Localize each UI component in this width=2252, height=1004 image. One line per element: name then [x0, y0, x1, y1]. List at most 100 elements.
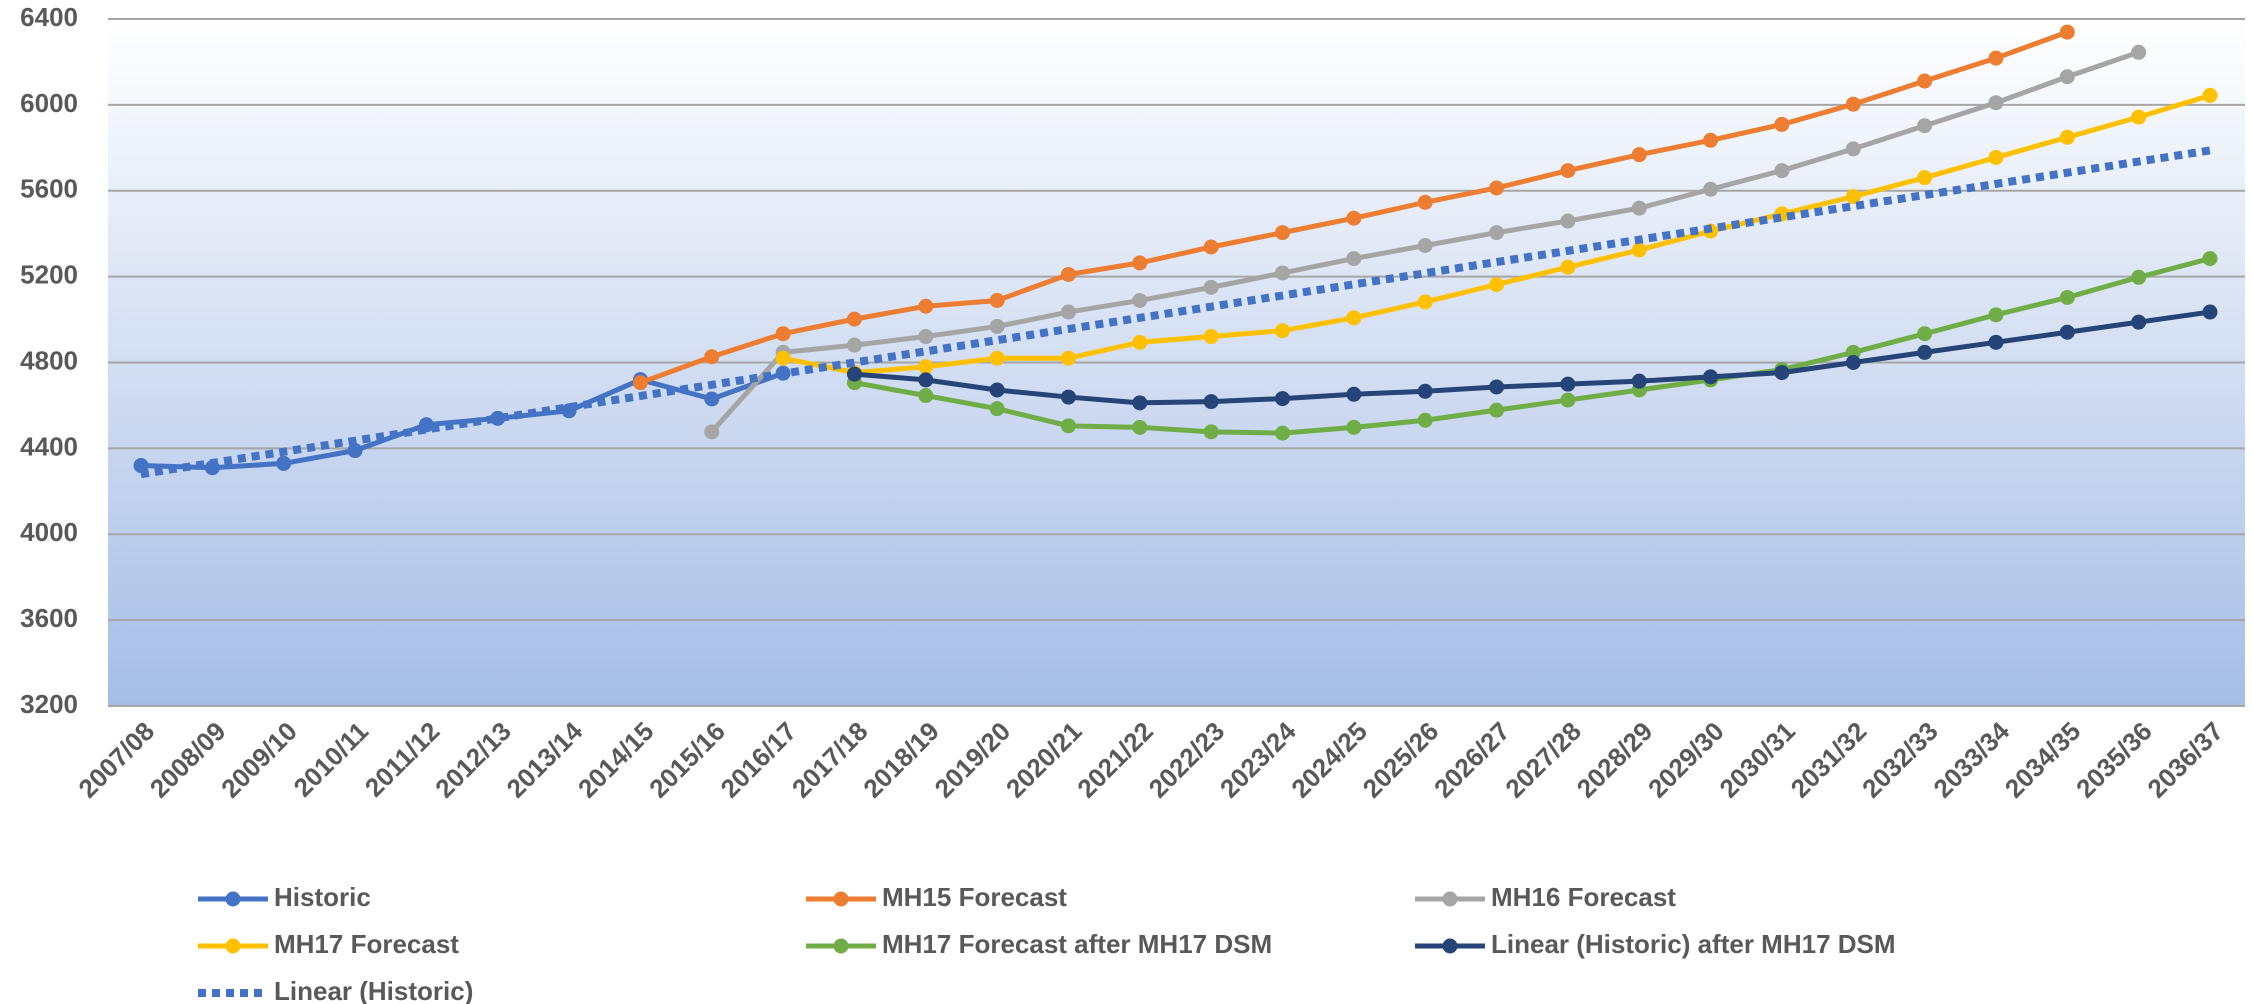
- y-tick-label: 5200: [20, 260, 78, 290]
- x-tick-label: 2029/30: [1642, 716, 1730, 804]
- marker: [989, 382, 1005, 398]
- x-tick-label: 2015/16: [643, 716, 731, 804]
- y-tick-label: 4000: [20, 517, 78, 547]
- legend-label: MH17 Forecast after MH17 DSM: [882, 929, 1272, 959]
- series-line: [854, 309, 2211, 406]
- x-tick-label: 2024/25: [1285, 716, 1373, 804]
- marker: [1275, 425, 1291, 441]
- marker: [2131, 44, 2147, 60]
- legend-label: Historic: [274, 882, 371, 912]
- x-tick-label: 2032/33: [1856, 716, 1944, 804]
- marker: [1560, 213, 1576, 229]
- marker: [1489, 402, 1505, 418]
- marker: [1417, 237, 1433, 253]
- marker: [1346, 419, 1362, 435]
- marker: [846, 366, 862, 382]
- marker: [1203, 394, 1219, 410]
- marker: [1703, 181, 1719, 197]
- marker: [632, 375, 648, 391]
- marker: [2131, 314, 2147, 330]
- marker: [1845, 141, 1861, 157]
- legend-marker: [225, 891, 241, 907]
- marker: [1060, 350, 1076, 366]
- x-tick-label: 2033/34: [1927, 716, 2015, 804]
- x-tick-label: 2018/19: [857, 716, 945, 804]
- marker: [1203, 424, 1219, 440]
- legend-marker: [225, 938, 241, 954]
- marker: [1774, 163, 1790, 179]
- legend-marker: [1442, 891, 1458, 907]
- series-line: [854, 256, 2211, 436]
- marker: [1132, 334, 1148, 350]
- marker: [1988, 334, 2004, 350]
- marker: [2059, 289, 2075, 305]
- y-tick-label: 6000: [20, 88, 78, 118]
- marker: [1346, 386, 1362, 402]
- marker: [1203, 239, 1219, 255]
- marker: [1132, 395, 1148, 411]
- marker: [1060, 304, 1076, 320]
- marker: [1203, 279, 1219, 295]
- marker: [1988, 149, 2004, 165]
- marker: [1560, 376, 1576, 392]
- marker: [989, 350, 1005, 366]
- x-tick-label: 2025/26: [1357, 716, 1445, 804]
- marker: [2059, 324, 2075, 340]
- x-tick-label: 2036/37: [2141, 716, 2229, 804]
- x-tick-label: 2022/23: [1143, 716, 1231, 804]
- marker: [1917, 118, 1933, 134]
- legend-label: MH17 Forecast: [274, 929, 459, 959]
- x-tick-label: 2014/15: [572, 716, 660, 804]
- marker: [1275, 225, 1291, 241]
- marker: [1203, 329, 1219, 345]
- marker: [1845, 355, 1861, 370]
- marker: [704, 424, 720, 440]
- marker: [989, 401, 1005, 417]
- x-tick-label: 2026/27: [1428, 716, 1516, 804]
- y-tick-label: 4800: [20, 345, 78, 375]
- marker: [1346, 310, 1362, 326]
- marker: [133, 458, 149, 474]
- marker: [775, 350, 791, 366]
- marker: [2131, 109, 2147, 125]
- legend-label: Linear (Historic) after MH17 DSM: [1491, 929, 1896, 959]
- marker: [276, 455, 292, 471]
- marker: [1417, 412, 1433, 428]
- marker: [918, 359, 934, 375]
- x-tick-label: 2008/09: [144, 716, 232, 804]
- marker: [2059, 69, 2075, 85]
- marker: [2202, 304, 2218, 320]
- marker: [1132, 292, 1148, 308]
- marker: [918, 388, 934, 404]
- marker: [1560, 163, 1576, 179]
- marker: [1275, 391, 1291, 407]
- x-tick-label: 2012/13: [429, 716, 517, 804]
- legend-marker: [833, 938, 849, 954]
- x-tick-label: 2013/14: [501, 716, 589, 804]
- marker: [775, 326, 791, 342]
- x-tick-label: 2030/31: [1713, 716, 1801, 804]
- x-tick-label: 2027/28: [1499, 716, 1587, 804]
- x-tick-label: 2023/24: [1214, 716, 1302, 804]
- x-tick-label: 2020/21: [1000, 716, 1088, 804]
- marker: [1346, 251, 1362, 267]
- marker: [1560, 392, 1576, 408]
- marker: [1845, 96, 1861, 112]
- marker: [918, 298, 934, 314]
- marker: [2202, 251, 2218, 267]
- marker: [1774, 365, 1790, 381]
- marker: [347, 443, 363, 459]
- marker: [1703, 369, 1719, 385]
- marker: [989, 318, 1005, 334]
- x-tick-label: 2011/12: [359, 716, 446, 803]
- marker: [1417, 383, 1433, 399]
- marker: [1631, 147, 1647, 163]
- x-tick-label: 2010/11: [287, 716, 374, 803]
- x-tick-label: 2021/22: [1071, 716, 1159, 804]
- marker: [989, 292, 1005, 308]
- marker: [1917, 73, 1933, 89]
- marker: [1489, 379, 1505, 395]
- y-tick-label: 3600: [20, 603, 78, 633]
- x-tick-label: 2009/10: [215, 716, 303, 804]
